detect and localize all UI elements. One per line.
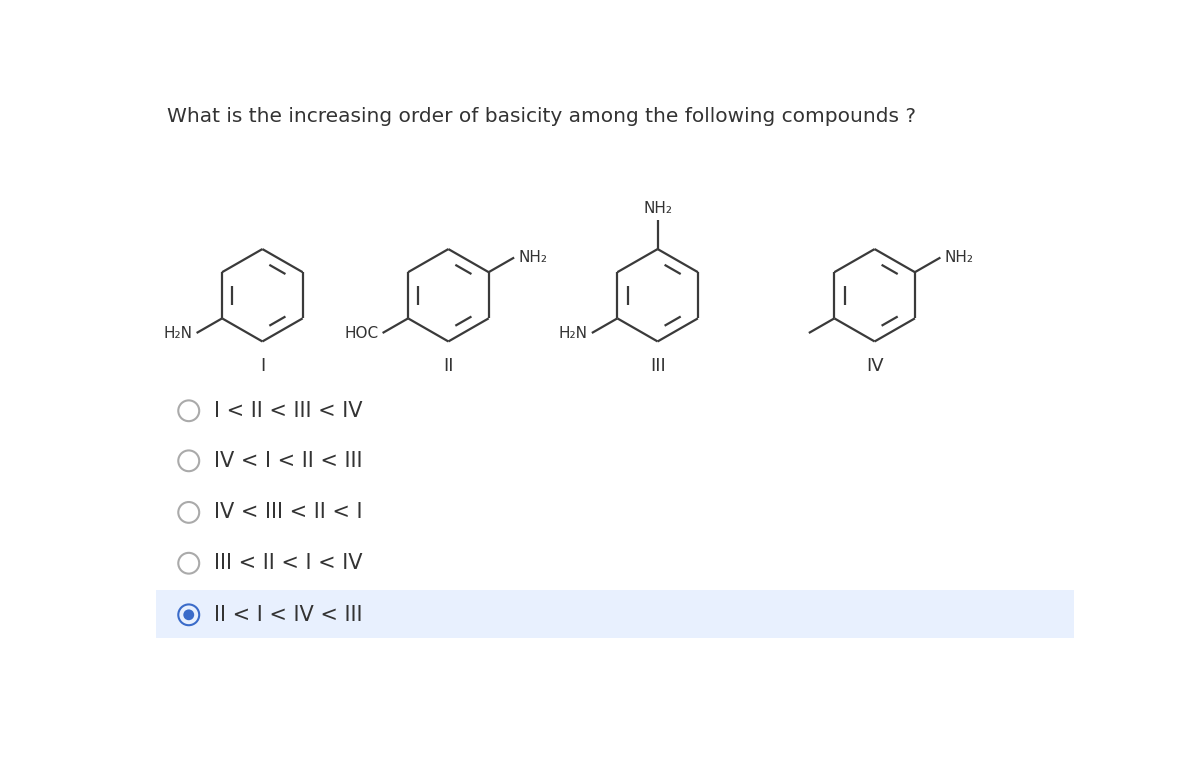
Text: HOC: HOC	[344, 325, 379, 340]
Circle shape	[184, 609, 194, 620]
Text: II: II	[443, 357, 454, 375]
Text: IV < I < II < III: IV < I < II < III	[214, 451, 362, 471]
Text: What is the increasing order of basicity among the following compounds ?: What is the increasing order of basicity…	[167, 107, 916, 126]
Text: IV: IV	[866, 357, 883, 375]
Text: NH₂: NH₂	[518, 250, 547, 265]
Text: I: I	[259, 357, 265, 375]
Text: I < II < III < IV: I < II < III < IV	[214, 400, 362, 421]
Text: II < I < IV < III: II < I < IV < III	[214, 604, 362, 625]
FancyBboxPatch shape	[156, 590, 1074, 638]
Text: H₂N: H₂N	[559, 325, 588, 340]
Text: IV < III < II < I: IV < III < II < I	[214, 502, 362, 523]
Text: NH₂: NH₂	[643, 201, 672, 216]
Text: III: III	[649, 357, 666, 375]
Text: III < II < I < IV: III < II < I < IV	[214, 553, 362, 574]
Text: H₂N: H₂N	[163, 325, 193, 340]
Text: NH₂: NH₂	[944, 250, 973, 265]
